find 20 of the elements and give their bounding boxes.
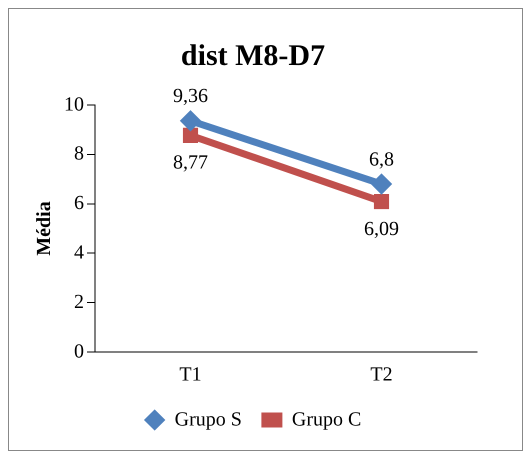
point bbox=[374, 194, 390, 210]
x-tick-label: T2 bbox=[370, 363, 393, 386]
y-tick-label: 0 bbox=[74, 340, 84, 362]
y-tick-label: 8 bbox=[74, 142, 84, 165]
y-axis-title: Média bbox=[33, 201, 56, 256]
legend-label: Grupo S bbox=[174, 408, 242, 430]
chart-title: dist M8-D7 bbox=[180, 38, 326, 72]
data-label: 6,8 bbox=[369, 148, 394, 170]
y-tick-label: 6 bbox=[74, 192, 84, 214]
point bbox=[371, 174, 392, 195]
y-tick-label: 4 bbox=[74, 241, 84, 264]
y-tick-label: 2 bbox=[74, 290, 84, 313]
data-label: 8,77 bbox=[173, 152, 208, 174]
point bbox=[182, 128, 198, 143]
x-tick-label: T1 bbox=[179, 363, 202, 386]
y-tick-label: 10 bbox=[64, 93, 84, 116]
point bbox=[180, 110, 201, 132]
legend-label: Grupo C bbox=[292, 408, 362, 430]
data-label: 9,36 bbox=[173, 85, 208, 108]
data-label: 6,09 bbox=[364, 218, 399, 240]
